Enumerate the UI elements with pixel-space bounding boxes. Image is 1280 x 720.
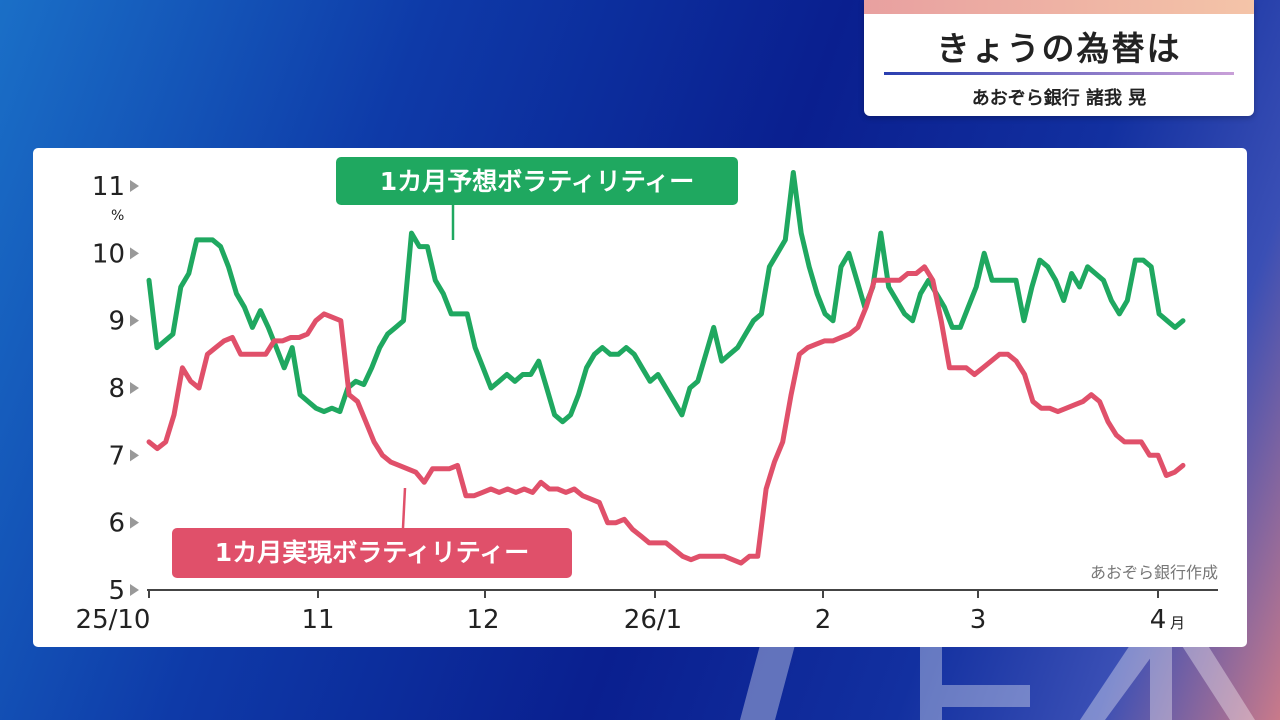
y-unit-label: % <box>111 208 124 224</box>
x-tick-label: 4 <box>1150 605 1167 635</box>
y-tick-label: 6 <box>108 509 125 539</box>
x-tick-label: 12 <box>466 605 499 635</box>
x-tick-label: 11 <box>301 605 334 635</box>
presenter-name: あおぞら銀行 諸我 晃 <box>971 88 1147 109</box>
x-tick-label: 3 <box>970 605 987 635</box>
legend-pointer-realized <box>401 487 407 529</box>
y-tick-marker <box>130 584 139 596</box>
y-tick-label: 10 <box>92 239 125 269</box>
y-tick-label: 11 <box>92 172 125 202</box>
y-tick-label: 5 <box>108 576 125 606</box>
x-tick-label: 25/10 <box>76 605 151 635</box>
y-tick-marker <box>130 180 139 192</box>
title-card: きょうの為替は あおぞら銀行 諸我 晃 <box>864 0 1254 116</box>
y-tick-marker <box>130 247 139 260</box>
x-tick-label: 2 <box>815 605 832 635</box>
y-tick-marker <box>130 382 139 394</box>
y-tick-marker <box>130 516 139 529</box>
y-tick-marker <box>130 449 139 462</box>
volatility-chart: 5 6 7 8 9 10 11% 25/10 11 12 26/1 2 3 4 月 あおぞら銀行作成 <box>76 170 1218 635</box>
chart-credit: あおぞら銀行作成 <box>1090 563 1218 582</box>
y-tick-marker <box>130 314 139 327</box>
legend-realized-volatility: 1カ月実現ボラティリティー <box>172 528 572 578</box>
x-unit-label: 月 <box>1170 614 1185 632</box>
title-accent-bar <box>864 0 1254 14</box>
page-title: きょうの為替は <box>936 29 1182 68</box>
series-line-implied <box>146 170 1186 425</box>
x-tick-label: 26/1 <box>624 605 682 635</box>
title-divider <box>884 72 1234 75</box>
legend-implied-volatility: 1カ月予想ボラティリティー <box>336 157 738 205</box>
series-line-realized <box>146 264 1186 566</box>
y-tick-label: 8 <box>108 374 125 404</box>
y-tick-label: 9 <box>108 307 125 337</box>
chart-panel: 5 6 7 8 9 10 11% 25/10 11 12 26/1 2 3 4 月 あおぞら銀行作成 1カ月予… <box>33 148 1247 647</box>
y-tick-label: 7 <box>108 441 125 471</box>
